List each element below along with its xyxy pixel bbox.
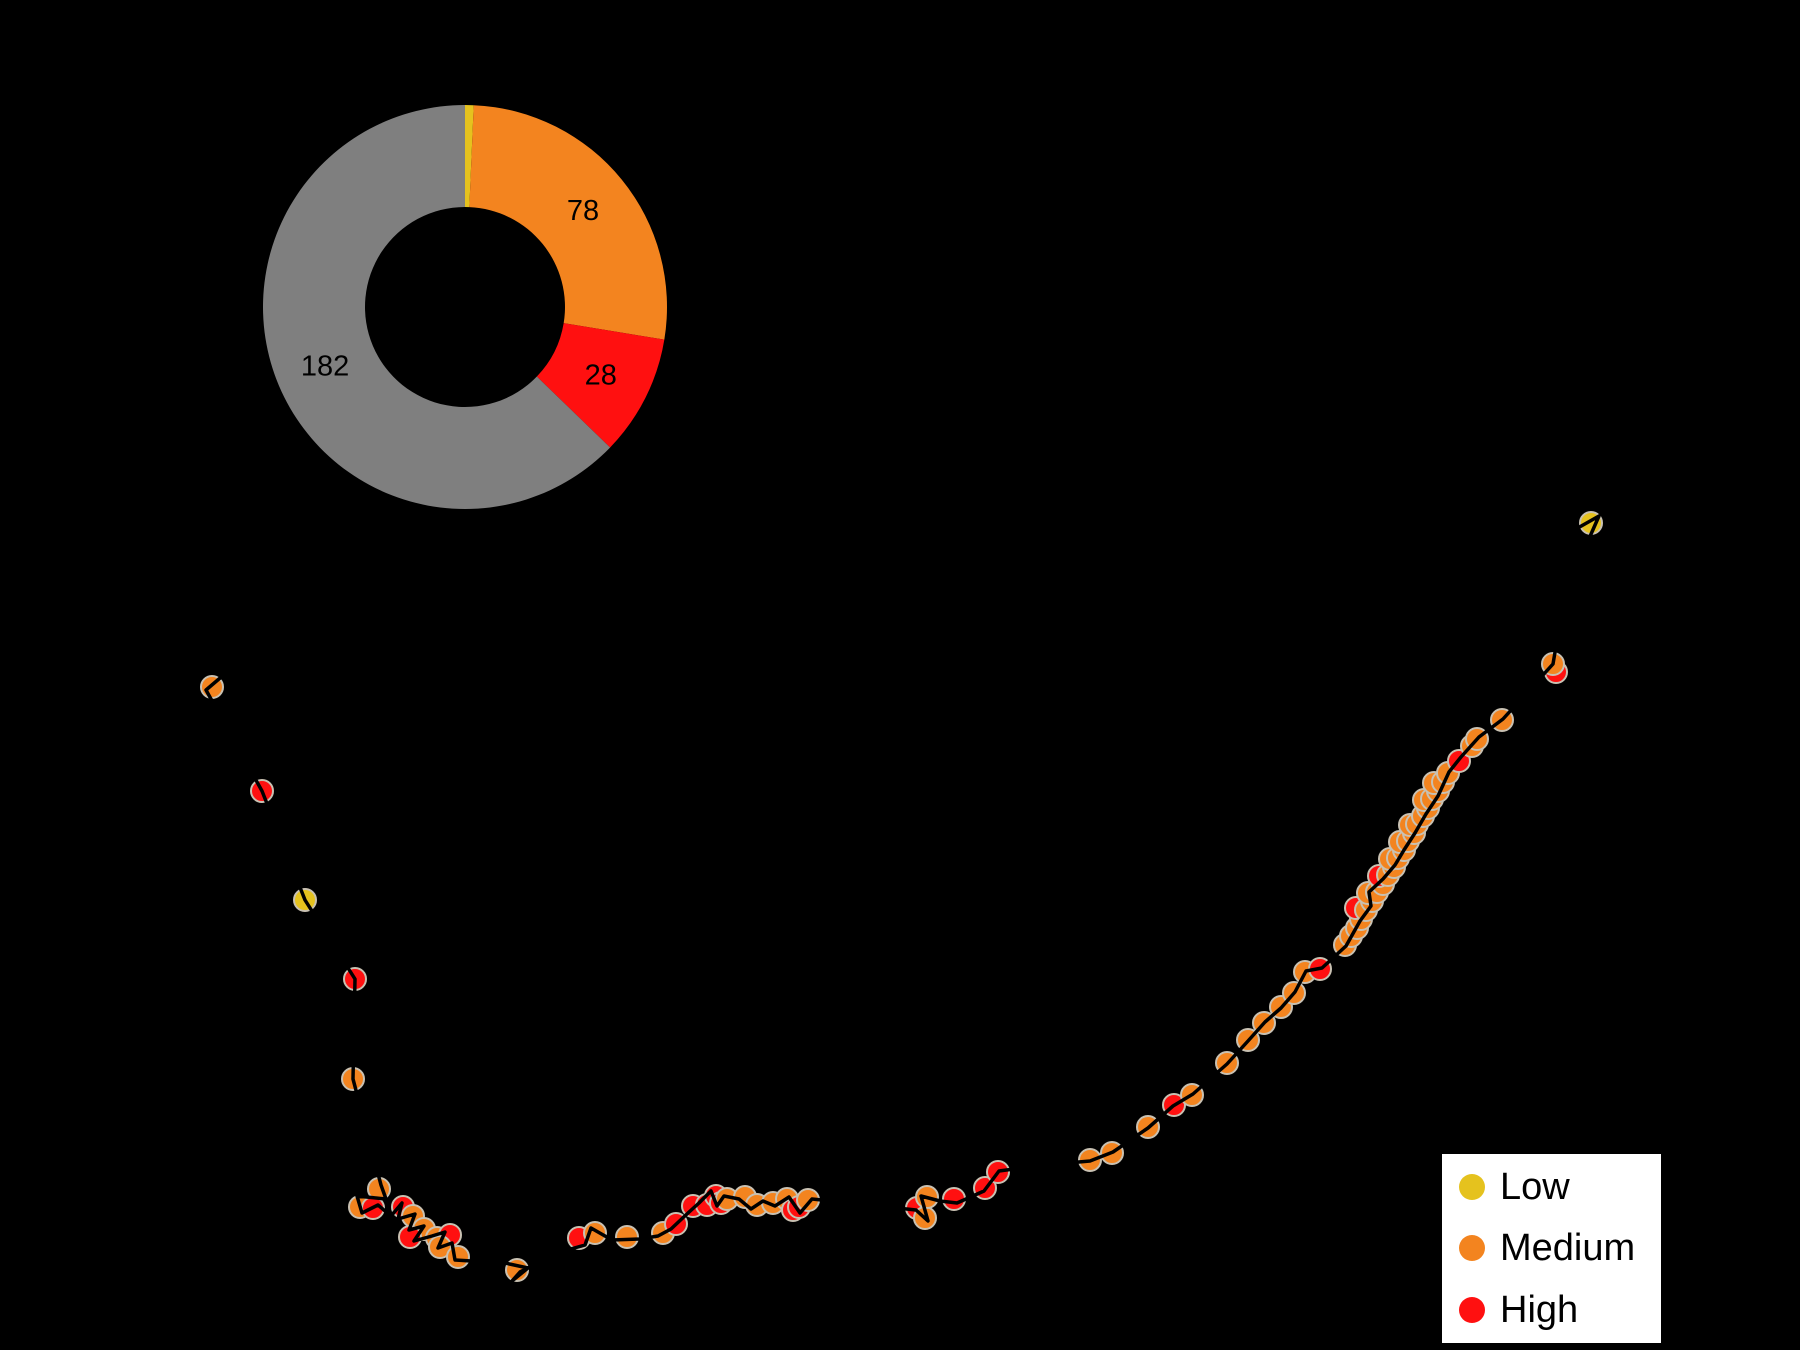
legend-label-high: High bbox=[1500, 1289, 1578, 1331]
legend-item-medium: Medium bbox=[1459, 1227, 1635, 1269]
legend-dot-low-icon bbox=[1459, 1174, 1485, 1200]
donut-slice-low bbox=[465, 105, 474, 208]
donut-slice-na bbox=[262, 105, 611, 509]
legend-label-medium: Medium bbox=[1500, 1227, 1635, 1269]
route-point-medium bbox=[446, 1245, 470, 1269]
route-path bbox=[204, 514, 1601, 1283]
legend-item-high: High bbox=[1459, 1289, 1578, 1331]
route-line-layer bbox=[204, 514, 1601, 1283]
donut-chart: 78 28 182 bbox=[262, 105, 667, 509]
donut-slice-high bbox=[536, 323, 665, 448]
legend-dot-high-icon bbox=[1459, 1297, 1485, 1323]
donut-label-high: 28 bbox=[585, 359, 617, 391]
donut-label-na: 182 bbox=[301, 350, 349, 382]
legend-label-low: Low bbox=[1500, 1166, 1570, 1208]
legend-dot-medium-icon bbox=[1459, 1235, 1485, 1261]
legend-item-low: Low bbox=[1459, 1166, 1570, 1208]
route-point-medium bbox=[615, 1225, 639, 1249]
donut-label-medium: 78 bbox=[567, 195, 599, 227]
legend: Low Medium High bbox=[1442, 1154, 1661, 1343]
donut-slice-medium bbox=[469, 105, 667, 340]
